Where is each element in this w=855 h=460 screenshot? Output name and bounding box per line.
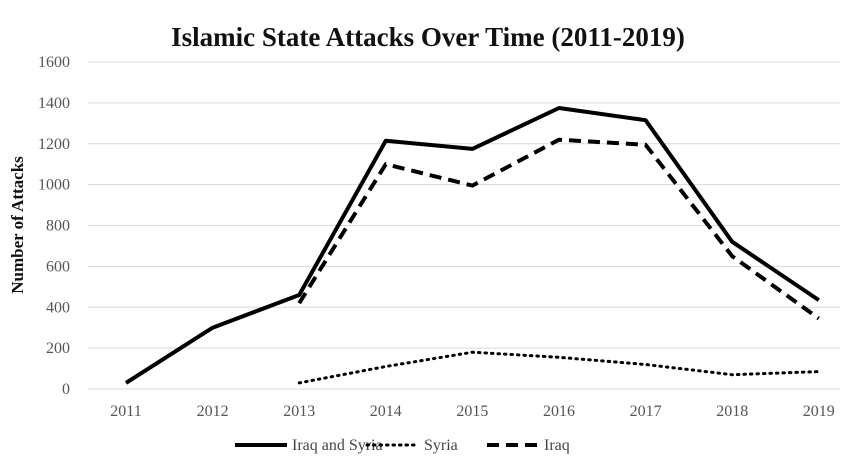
y-tick-label: 600 <box>46 258 70 275</box>
x-tick-label: 2017 <box>630 403 662 420</box>
x-axis-ticks: 2011 2012 2013 2014 2015 2016 2017 2018 2019 <box>110 403 835 420</box>
x-tick-label: 2012 <box>197 403 229 420</box>
legend-label: Iraq <box>544 437 570 454</box>
series-line <box>297 350 821 385</box>
y-tick-label: 200 <box>46 340 70 357</box>
y-axis-label: Number of Attacks <box>8 156 27 294</box>
y-tick-label: 1000 <box>38 177 70 194</box>
y-axis-ticks: 0 200 400 600 800 1000 1200 1400 1600 <box>38 54 70 398</box>
series-line <box>124 106 820 385</box>
y-tick-label: 800 <box>46 218 70 235</box>
y-tick-label: 0 <box>62 381 70 398</box>
x-tick-label: 2014 <box>370 403 402 420</box>
series-line <box>297 137 820 321</box>
series-lines <box>124 106 821 385</box>
x-tick-label: 2013 <box>283 403 315 420</box>
legend-label: Syria <box>424 437 458 454</box>
x-tick-label: 2015 <box>456 403 488 420</box>
y-tick-label: 400 <box>46 299 70 316</box>
y-tick-label: 1600 <box>38 54 70 71</box>
x-tick-label: 2011 <box>110 403 141 420</box>
legend: Iraq and Syria Syria Iraq <box>235 437 570 454</box>
y-tick-label: 1200 <box>38 136 70 153</box>
gridlines <box>88 61 840 390</box>
y-tick-label: 1400 <box>38 95 70 112</box>
legend-label: Iraq and Syria <box>292 437 383 454</box>
x-tick-label: 2016 <box>543 403 575 420</box>
chart-title: Islamic State Attacks Over Time (2011-20… <box>171 22 685 52</box>
x-tick-label: 2019 <box>803 403 835 420</box>
x-tick-label: 2018 <box>716 403 748 420</box>
